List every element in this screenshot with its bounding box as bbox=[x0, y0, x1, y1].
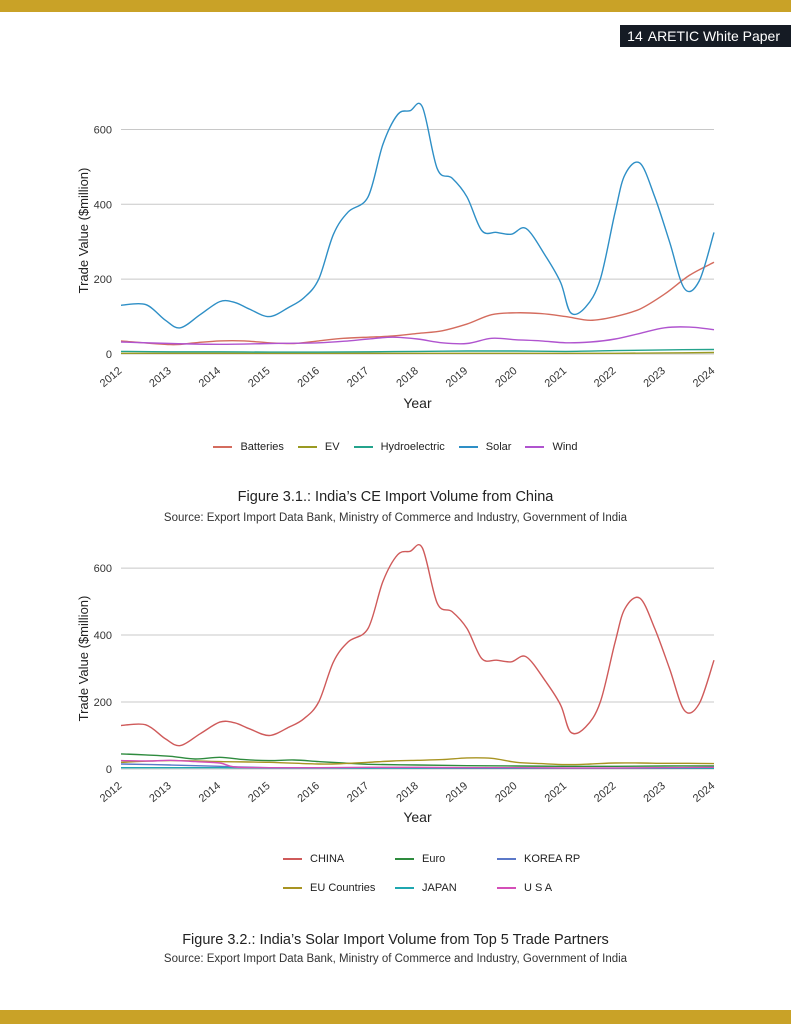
page-number: 14 bbox=[627, 28, 643, 44]
series-line-u-s-a bbox=[120, 759, 715, 769]
y-tick-label: 0 bbox=[106, 349, 112, 361]
legend-label: Batteries bbox=[240, 441, 284, 453]
series-line-euro bbox=[120, 753, 715, 768]
figure1-source: Source: Export Import Data Bank, Ministr… bbox=[163, 512, 628, 524]
y-tick-label: 0 bbox=[106, 764, 112, 776]
x-tick-label: 2017 bbox=[345, 780, 371, 805]
x-tick-label: 2014 bbox=[197, 365, 223, 390]
x-tick-label: 2012 bbox=[98, 780, 124, 805]
figure2-title: Figure 3.2.: India’s Solar Import Volume… bbox=[182, 932, 609, 948]
figure1-title: Figure 3.1.: India’s CE Import Volume fr… bbox=[237, 489, 554, 505]
legend-swatch bbox=[283, 858, 302, 860]
x-tick-label: 2022 bbox=[592, 780, 618, 805]
y-tick-label: 600 bbox=[94, 563, 112, 575]
x-tick-label: 2023 bbox=[641, 365, 667, 390]
legend-label: U S A bbox=[524, 882, 553, 894]
legend-label: Wind bbox=[552, 441, 578, 453]
legend-item-euro: Euro bbox=[395, 853, 445, 865]
x-tick-label: 2020 bbox=[493, 365, 519, 390]
legend-swatch bbox=[497, 887, 516, 889]
legend-figure1: Batteries EV Hydroelectric Solar Wind bbox=[0, 440, 791, 454]
x-tick-label: 2018 bbox=[394, 780, 420, 805]
x-tick-label: 2015 bbox=[246, 365, 272, 390]
x-tick-label: 2014 bbox=[197, 780, 223, 805]
y-axis-label: Trade Value ($million) bbox=[76, 168, 91, 294]
x-tick-label: 2019 bbox=[444, 365, 470, 390]
figure2-source: Source: Export Import Data Bank, Ministr… bbox=[163, 953, 628, 965]
legend-swatch bbox=[297, 446, 317, 448]
legend-swatch bbox=[283, 887, 302, 889]
y-tick-label: 400 bbox=[94, 199, 112, 211]
x-tick-label: 2024 bbox=[691, 780, 717, 805]
x-tick-label: 2024 bbox=[691, 365, 717, 390]
legend-swatch bbox=[497, 858, 516, 860]
legend-label: Euro bbox=[422, 853, 446, 865]
legend-swatch bbox=[213, 446, 233, 448]
legend-label: EV bbox=[324, 441, 340, 453]
x-tick-label: 2013 bbox=[147, 365, 173, 390]
legend-item-eu-countries: EU Countries bbox=[283, 882, 375, 894]
y-tick-label: 400 bbox=[94, 630, 112, 642]
series-line-batteries bbox=[120, 261, 715, 346]
legend-swatch bbox=[353, 446, 373, 448]
series-line-solar bbox=[120, 102, 715, 329]
x-axis-label: Year bbox=[403, 809, 432, 825]
x-tick-label: 2016 bbox=[296, 365, 322, 390]
legend-label: JAPAN bbox=[422, 882, 457, 894]
legend-label: Hydroelectric bbox=[380, 441, 445, 453]
y-tick-label: 600 bbox=[94, 124, 112, 136]
caption-figure1: Figure 3.1.: India’s CE Import Volume fr… bbox=[0, 489, 791, 524]
chart-solar-imports-partners: 0 200 400 600 2012 2013 2014 2015 2016 2017 2018 20… bbox=[0, 540, 791, 835]
chart-solar-imports-partners-svg: 0 200 400 600 2012 2013 2014 2015 2016 2017 2018 20… bbox=[76, 543, 717, 825]
legend-swatch bbox=[395, 858, 414, 860]
legend-item-solar: Solar bbox=[458, 441, 512, 453]
y-axis-label: Trade Value ($million) bbox=[76, 596, 91, 722]
legend-item-hydroelectric: Hydroelectric bbox=[353, 441, 445, 453]
caption-figure2: Figure 3.2.: India’s Solar Import Volume… bbox=[0, 932, 791, 965]
y-tick-label: 200 bbox=[94, 697, 112, 709]
legend-item-batteries: Batteries bbox=[213, 441, 284, 453]
series-line-hydroelectric bbox=[120, 348, 715, 353]
bottom-accent-bar bbox=[0, 1010, 791, 1024]
x-tick-label: 2021 bbox=[543, 780, 569, 805]
x-tick-label: 2023 bbox=[641, 780, 667, 805]
x-tick-label: 2022 bbox=[592, 365, 618, 390]
x-tick-label: 2021 bbox=[543, 365, 569, 390]
x-tick-label: 2013 bbox=[147, 780, 173, 805]
series-line-eu-countries bbox=[120, 757, 715, 766]
legend-swatch bbox=[395, 887, 414, 889]
series-line-ev bbox=[121, 351, 715, 354]
x-axis-label: Year bbox=[403, 395, 432, 411]
page-header-tag: 14 ARETIC White Paper bbox=[620, 25, 791, 47]
x-tick-label: 2012 bbox=[98, 365, 124, 390]
legend-swatch bbox=[525, 446, 545, 448]
series-line-china bbox=[120, 543, 715, 747]
top-accent-bar bbox=[0, 0, 791, 12]
legend-label: Solar bbox=[485, 441, 512, 453]
x-tick-label: 2018 bbox=[394, 365, 420, 390]
legend-item-china: CHINA bbox=[283, 853, 344, 865]
y-tick-label: 200 bbox=[94, 274, 112, 286]
legend-label: EU Countries bbox=[310, 882, 376, 894]
chart-ce-imports-china-svg: 0 200 400 600 2012 2013 2014 2015 2016 2017 2018 20… bbox=[76, 102, 717, 411]
legend-swatch bbox=[458, 446, 478, 448]
x-tick-label: 2016 bbox=[296, 780, 322, 805]
series-line-wind bbox=[120, 326, 715, 345]
x-tick-label: 2015 bbox=[246, 780, 272, 805]
legend-label: KOREA RP bbox=[524, 853, 581, 865]
x-tick-label: 2017 bbox=[345, 365, 371, 390]
legend-item-u-s-a: U S A bbox=[497, 882, 552, 894]
legend-label: CHINA bbox=[310, 853, 345, 865]
x-tick-label: 2019 bbox=[444, 780, 470, 805]
legend-item-wind: Wind bbox=[525, 441, 578, 453]
legend-item-japan: JAPAN bbox=[395, 882, 457, 894]
legend-row: Batteries EV Hydroelectric Solar Wind bbox=[0, 440, 791, 454]
chart-ce-imports-china: 0 200 400 600 2012 2013 2014 2015 2016 2017 2018 20… bbox=[0, 95, 791, 420]
legend-item-korea-rp: KOREA RP bbox=[497, 853, 580, 865]
x-tick-label: 2020 bbox=[493, 780, 519, 805]
document-title: ARETIC White Paper bbox=[647, 28, 780, 44]
legend-item-ev: EV bbox=[297, 441, 340, 453]
